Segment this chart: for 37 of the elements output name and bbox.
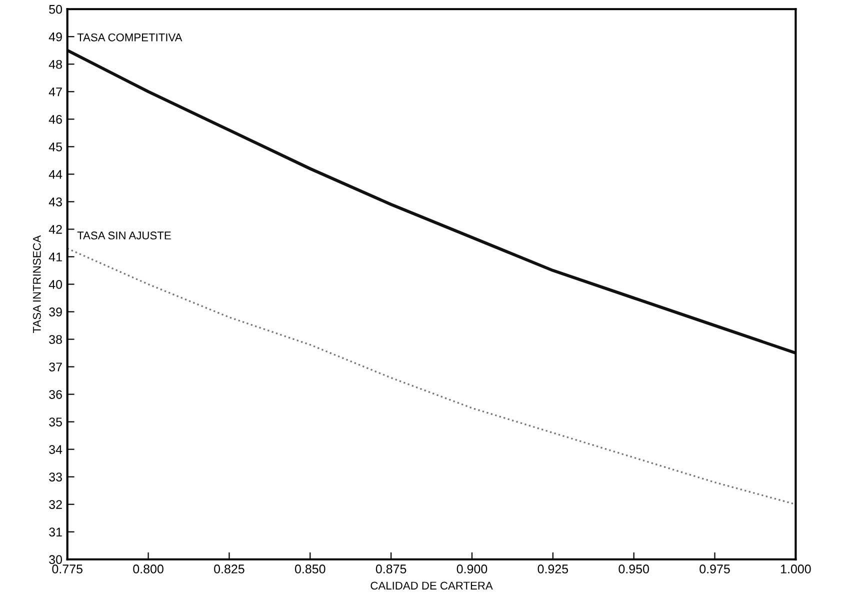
x-tick-label: 0.925 bbox=[538, 564, 568, 574]
y-tick-label: 45 bbox=[48, 142, 62, 152]
y-tick-label: 50 bbox=[49, 4, 62, 14]
x-tick-label: 0.825 bbox=[214, 564, 244, 574]
y-tick-label: 48 bbox=[48, 60, 62, 69]
y-tick-label: 30 bbox=[49, 555, 62, 564]
y-tick-label: 42 bbox=[48, 225, 62, 234]
y-tick-label: 31 bbox=[49, 528, 62, 536]
y-tick-label: 49 bbox=[48, 32, 62, 42]
x-tick-label: 0.900 bbox=[456, 564, 488, 574]
y-tick-label: 32 bbox=[49, 500, 62, 509]
y-tick-label: 41 bbox=[48, 252, 62, 262]
line-series bbox=[67, 48, 796, 355]
x-tick-label: 0.800 bbox=[133, 564, 164, 574]
y-tick-label: 38 bbox=[49, 335, 62, 344]
y-tick-label: 44 bbox=[48, 170, 62, 179]
y-tick-label: 34 bbox=[49, 445, 62, 454]
y-tick-label: 39 bbox=[49, 308, 62, 316]
x-axis-title: CALIDAD DE CARTERA bbox=[370, 582, 493, 590]
x-tick-label: 0.975 bbox=[700, 564, 730, 574]
x-tick-label: 1.000 bbox=[781, 564, 811, 574]
y-tick-label: 36 bbox=[49, 390, 62, 399]
y-tick-label: 35 bbox=[49, 418, 62, 426]
y-tick-label: 43 bbox=[48, 198, 62, 206]
y-tick-label: 40 bbox=[48, 280, 62, 289]
y-tick-label: 33 bbox=[49, 472, 62, 482]
x-tick-label: 0.875 bbox=[376, 564, 406, 574]
y-axis-title: TASA INTRINSECA bbox=[32, 235, 41, 333]
x-tick-label: 0.775 bbox=[52, 564, 82, 574]
y-tick-label: 37 bbox=[49, 362, 62, 372]
y-tick-label: 46 bbox=[48, 114, 62, 124]
line-series bbox=[67, 248, 796, 506]
x-tick-label: 0.950 bbox=[618, 564, 649, 574]
x-tick-label: 0.850 bbox=[294, 564, 326, 574]
y-tick-label: 47 bbox=[48, 88, 62, 96]
series-label: TASA COMPETITIVA bbox=[77, 33, 182, 42]
series-label: TASA SIN AJUSTE bbox=[77, 232, 171, 240]
